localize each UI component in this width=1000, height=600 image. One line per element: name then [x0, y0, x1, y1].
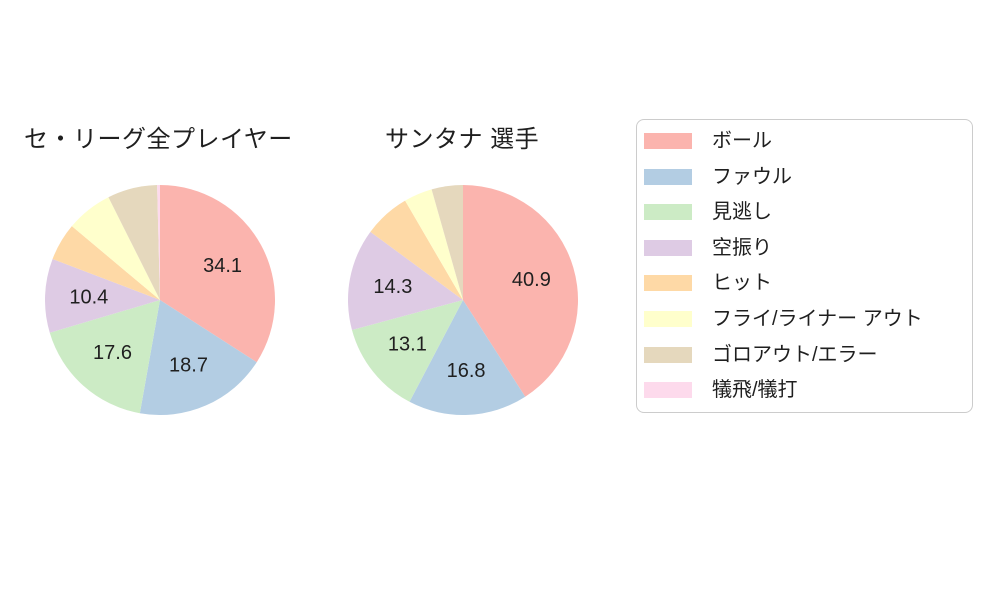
pie-slice	[108, 185, 160, 300]
right-pie-chart: 40.9 16.8 13.1 14.3	[348, 185, 578, 415]
pie-slice-value-label: 18.7	[169, 354, 208, 376]
pie-slice	[463, 185, 578, 397]
pie-slice	[160, 185, 275, 363]
pie-slice	[52, 226, 160, 300]
legend-item: ゴロアウト/エラー	[644, 343, 962, 366]
pie-slice	[431, 185, 463, 300]
legend-item: 見逃し	[644, 201, 962, 224]
legend-item: フライ/ライナー アウト	[644, 307, 962, 330]
pie-slice-value-label: 14.3	[373, 276, 412, 298]
legend-color-swatch	[644, 382, 692, 399]
pie-slice	[370, 200, 463, 300]
legend-item-label: 犠飛/犠打	[712, 379, 798, 402]
legend-item: ヒット	[644, 272, 962, 295]
pie-slice-value-label: 16.8	[447, 360, 486, 382]
legend-item-label: ボール	[712, 130, 772, 152]
left-pie-chart: 34.1 18.7 17.6 10.4	[45, 185, 275, 415]
pie-slice	[49, 300, 160, 414]
legend-color-swatch	[644, 204, 692, 221]
pie-slice-value-label: 17.6	[93, 342, 132, 364]
legend-item-label: フライ/ライナー アウト	[712, 307, 923, 330]
pie-slice	[139, 300, 257, 415]
right-pie-title: サンタナ 選手	[385, 126, 540, 153]
legend-color-swatch	[644, 168, 692, 185]
legend-box: ボールファウル見逃し空振りヒットフライ/ライナー アウト ゴロアウト/エラー 犠飛/…	[636, 119, 973, 413]
legend-item-label: ゴロアウト/エラー	[712, 343, 878, 366]
pie-slice	[157, 185, 160, 300]
pie-slice	[45, 259, 160, 333]
pie-slice-value-label: 10.4	[69, 286, 108, 308]
pie-slice	[405, 189, 463, 300]
legend-item: ファウル	[644, 165, 962, 188]
left-pie-title: セ・リーグ全プレイヤー	[24, 126, 293, 153]
legend-color-swatch	[644, 275, 692, 292]
legend-item-label: 見逃し	[712, 201, 772, 224]
legend-color-swatch	[644, 346, 692, 363]
pie-slice	[409, 300, 526, 415]
pie-slice	[348, 231, 463, 330]
pie-slice-value-label: 34.1	[203, 255, 242, 277]
pie-slice-value-label: 13.1	[388, 334, 427, 356]
legend-item-label: ファウル	[712, 165, 792, 188]
legend-color-swatch	[644, 310, 692, 327]
legend-color-swatch	[644, 133, 692, 149]
pie-slice-value-label: 40.9	[512, 269, 551, 291]
legend-item: ボール	[644, 130, 962, 152]
pie-slice	[351, 300, 463, 402]
legend-item-label: 空振り	[712, 236, 772, 259]
legend-item: 犠飛/犠打	[644, 379, 962, 402]
legend-item-label: ヒット	[712, 272, 772, 295]
pie-slice	[71, 197, 160, 300]
legend-item: 空振り	[644, 236, 962, 259]
legend-color-swatch	[644, 239, 692, 256]
